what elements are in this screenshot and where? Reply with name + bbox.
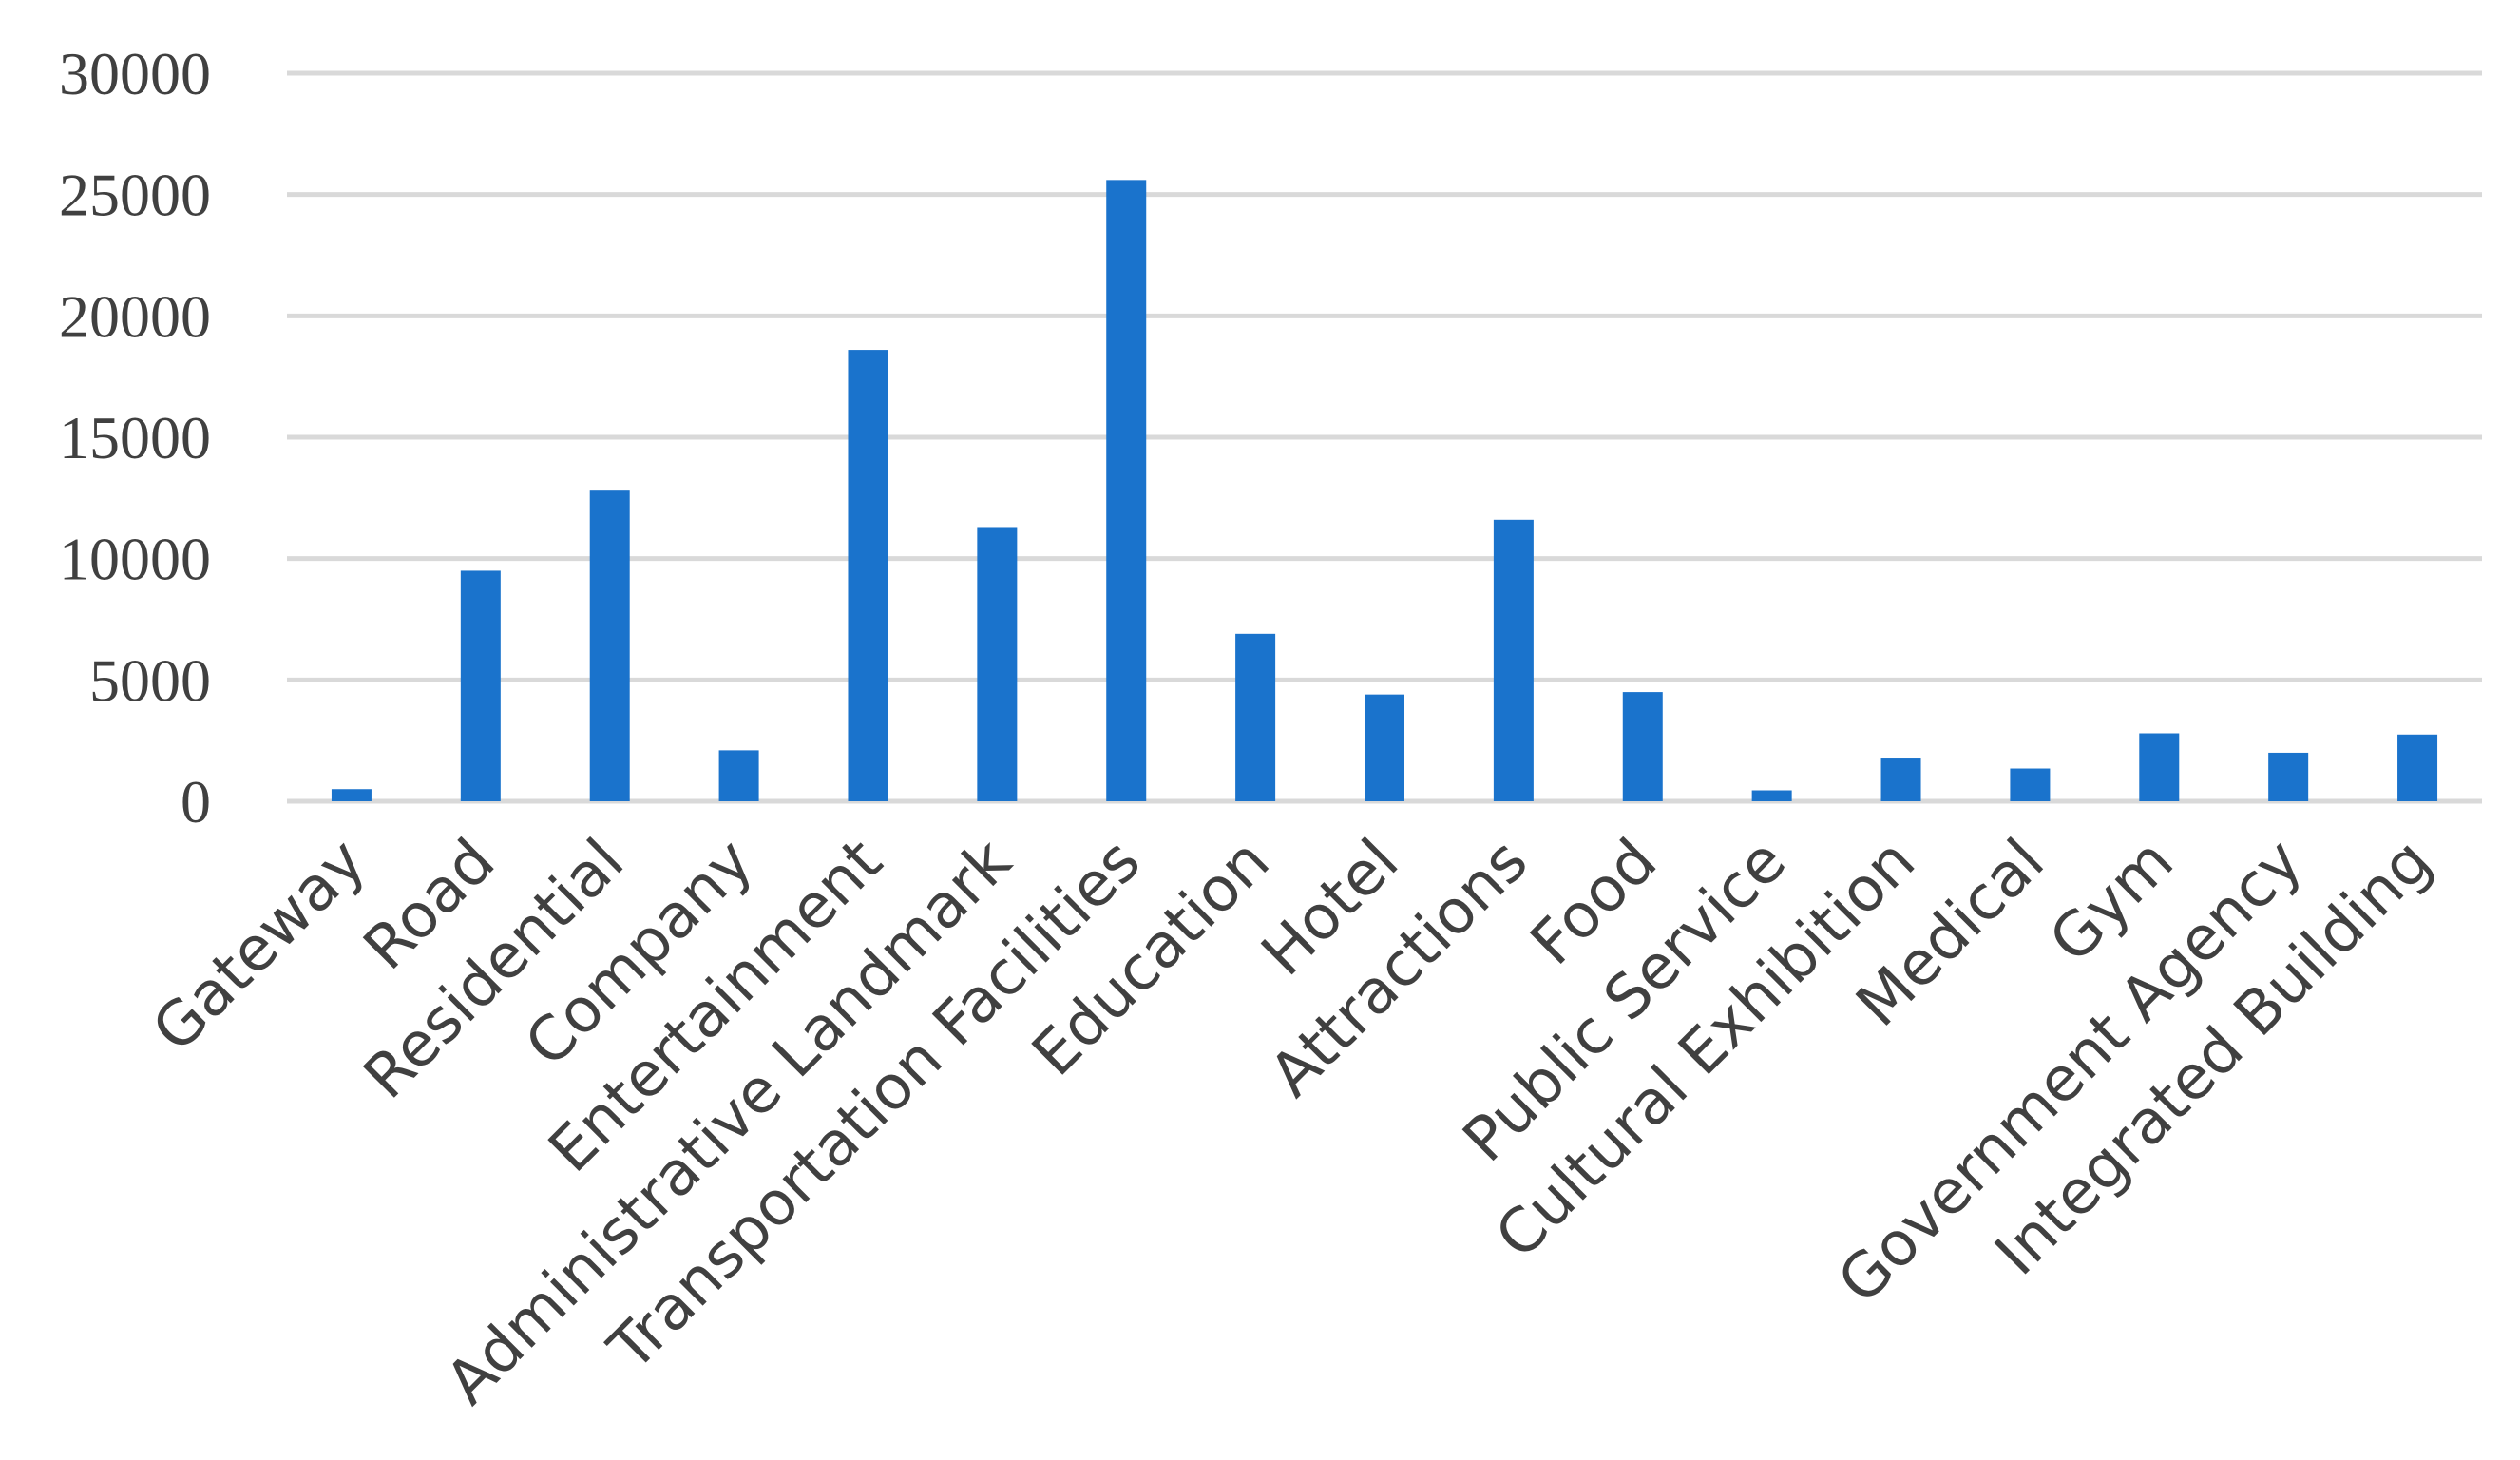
bar	[2010, 768, 2051, 801]
x-tick-label: Gateway	[140, 826, 379, 1066]
y-tick-label: 0	[181, 768, 211, 836]
bar	[1235, 633, 1276, 801]
bar	[1106, 180, 1147, 801]
bar	[460, 570, 501, 801]
bar	[977, 527, 1018, 801]
y-tick-label: 10000	[59, 526, 211, 593]
bar	[589, 490, 630, 801]
y-tick-label: 25000	[59, 162, 211, 229]
x-axis-tick-labels: GatewayRoadResidentialCompanyEntertainme…	[140, 826, 2445, 1418]
bar	[848, 350, 888, 801]
y-axis-tick-labels: 0 5000 10000 15000 20000 25000 30000	[59, 40, 211, 836]
bar	[1622, 692, 1663, 801]
bars	[331, 180, 2438, 801]
bar	[331, 789, 372, 801]
bar	[2397, 734, 2438, 801]
bar	[2268, 752, 2309, 801]
y-tick-label: 20000	[59, 282, 211, 350]
bar	[2139, 733, 2180, 801]
bar	[1493, 519, 1534, 801]
y-tick-label: 30000	[59, 40, 211, 107]
y-tick-label: 5000	[89, 646, 211, 714]
bar	[1880, 758, 1921, 801]
bar	[1751, 790, 1792, 801]
bar	[718, 750, 759, 801]
bar	[1365, 694, 1404, 801]
y-tick-label: 15000	[59, 404, 211, 471]
gridlines	[287, 70, 2482, 804]
